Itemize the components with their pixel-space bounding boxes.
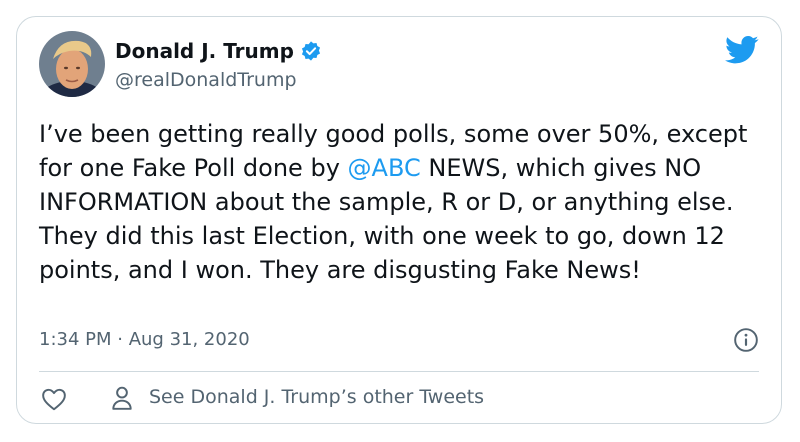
tweet-time: 1:34 PM [39,329,112,350]
tweet-timestamp[interactable]: 1:34 PM · Aug 31, 2020 [39,329,250,350]
meta-separator: · [111,329,129,350]
person-icon[interactable] [111,385,133,411]
author-name[interactable]: Donald J. Trump [115,39,294,63]
tweet-text: I’ve been getting really good polls, som… [39,117,769,287]
tweet-text-part-1: I’ve been getting really good polls, som… [39,120,756,182]
tweet-date: Aug 31, 2020 [128,329,250,350]
divider [39,371,759,372]
verified-badge-icon [300,40,322,62]
author-handle[interactable]: @realDonaldTrump [115,69,297,91]
tweet-card: Donald J. Trump @realDonaldTrump I’ve be… [16,16,782,424]
mention-link[interactable]: @ABC [347,154,421,182]
avatar[interactable] [39,31,105,97]
heart-icon[interactable] [41,387,67,411]
twitter-bird-icon[interactable] [725,35,759,65]
see-other-tweets-link[interactable]: See Donald J. Trump’s other Tweets [149,386,485,408]
tweet-text-part-2: NEWS, which gives NO INFORMATION about t… [39,154,742,284]
info-icon[interactable] [733,327,759,353]
avatar-image [39,31,105,97]
author-row: Donald J. Trump [115,39,322,63]
